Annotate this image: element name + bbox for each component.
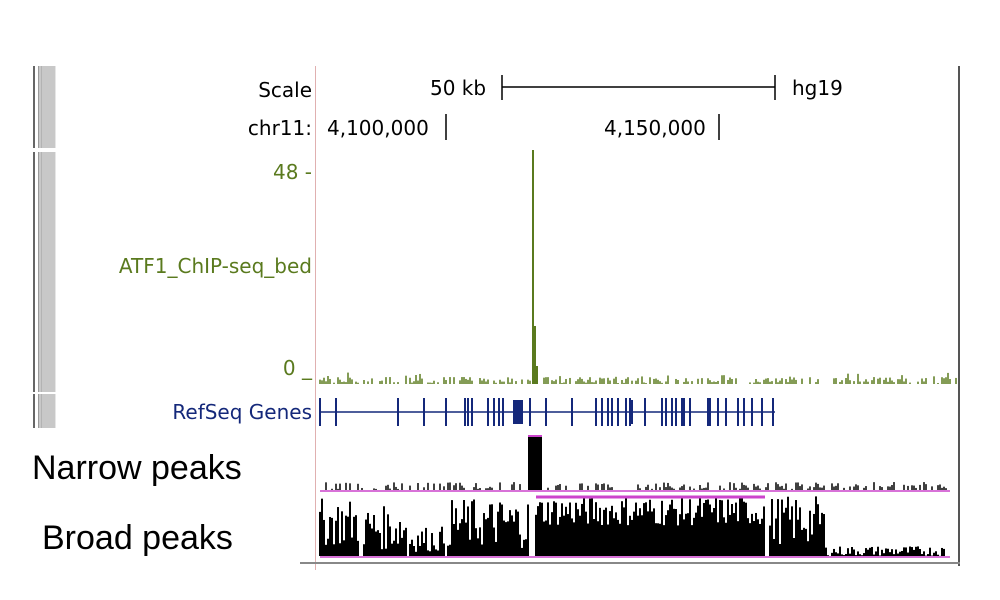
refseq-track-button[interactable] <box>38 394 56 428</box>
browser-bottom-border <box>300 562 960 564</box>
refseq-exon-block <box>630 400 633 424</box>
position-label-2: 4,150,000 <box>604 116 706 140</box>
refseq-track-label: RefSeq Genes <box>172 400 312 424</box>
atf1-max-label: 48 - <box>272 160 312 184</box>
refseq-exon-block <box>708 400 711 424</box>
scale-value: 50 kb <box>430 76 487 100</box>
narrow-peak <box>528 436 542 490</box>
scale-label: Scale <box>258 78 312 102</box>
browser-left-rule <box>33 66 35 148</box>
assembly-label: hg19 <box>792 76 843 100</box>
browser-left-rule <box>33 394 35 428</box>
atf1-track-label: ATF1_ChIP-seq_bed <box>118 254 312 278</box>
ruler-track-button[interactable] <box>38 66 56 148</box>
atf1-min-label: 0 _ <box>282 356 312 380</box>
broad-peaks-label: Broad peaks <box>42 519 233 557</box>
position-label-1: 4,100,000 <box>327 116 429 140</box>
refseq-exon-block <box>513 400 523 424</box>
narrow-peaks-label: Narrow peaks <box>32 449 242 487</box>
atf1-track-button[interactable] <box>38 152 56 392</box>
chrom-label: chr11: <box>247 116 312 140</box>
browser-left-rule <box>33 152 35 392</box>
label-panel-separator <box>315 66 316 570</box>
browser-right-border <box>958 66 960 566</box>
